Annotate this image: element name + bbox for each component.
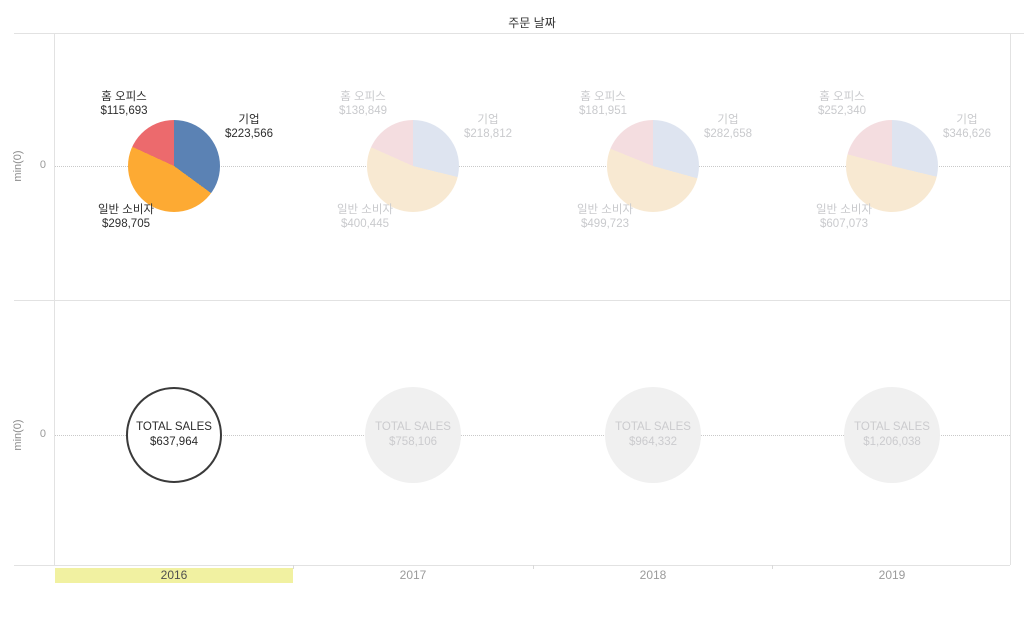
top-border xyxy=(14,33,1024,34)
left-axis-line xyxy=(54,33,55,565)
category-value: $607,073 xyxy=(820,218,868,230)
year-axis-label-2016[interactable]: 2016 xyxy=(55,568,293,583)
year-axis-label-2017[interactable]: 2017 xyxy=(399,568,427,582)
corporate-label-2016: 기업 $223,566 xyxy=(194,113,304,141)
column-tick xyxy=(533,565,534,569)
category-value: $138,849 xyxy=(339,105,387,117)
zero-gridline-row2 xyxy=(55,435,1010,436)
total-sales-circle-2019[interactable]: TOTAL SALES $1,206,038 xyxy=(844,387,940,483)
home-office-label-2019: 홈 오피스 $252,340 xyxy=(787,90,897,118)
category-value: $298,705 xyxy=(102,218,150,230)
row1-axis-label: min(0) xyxy=(12,150,24,182)
year-axis-label-2019[interactable]: 2019 xyxy=(878,568,906,582)
category-name: 기업 xyxy=(717,114,739,126)
total-sales-label: TOTAL SALES xyxy=(854,421,930,433)
total-sales-value: $758,106 xyxy=(389,436,437,448)
column-tick xyxy=(772,565,773,569)
row2-axis-label: min(0) xyxy=(12,419,24,451)
category-name: 홈 오피스 xyxy=(101,91,147,103)
row1-zero-tick: 0 xyxy=(39,159,46,171)
row2-zero-tick: 0 xyxy=(39,428,46,440)
category-name: 홈 오피스 xyxy=(340,91,386,103)
corporate-label-2018: 기업 $282,658 xyxy=(673,113,783,141)
row-divider xyxy=(14,300,1010,301)
right-border xyxy=(1010,33,1011,565)
category-name: 일반 소비자 xyxy=(97,204,155,216)
category-name: 일반 소비자 xyxy=(815,204,873,216)
home-office-label-2017: 홈 오피스 $138,849 xyxy=(308,90,418,118)
category-name: 일반 소비자 xyxy=(576,204,634,216)
category-name: 기업 xyxy=(956,114,978,126)
category-value: $499,723 xyxy=(581,218,629,230)
category-value: $181,951 xyxy=(579,105,627,117)
category-name: 기업 xyxy=(238,114,260,126)
category-name: 홈 오피스 xyxy=(580,91,626,103)
corporate-label-2019: 기업 $346,626 xyxy=(912,113,1022,141)
total-sales-label: TOTAL SALES xyxy=(375,421,451,433)
pie-chart-2017[interactable] xyxy=(367,120,459,212)
category-value: $400,445 xyxy=(341,218,389,230)
pie-chart-2016[interactable] xyxy=(128,120,220,212)
corporate-label-2017: 기업 $218,812 xyxy=(433,113,543,141)
consumer-label-2017: 일반 소비자 $400,445 xyxy=(300,203,430,231)
home-office-label-2016: 홈 오피스 $115,693 xyxy=(69,90,179,118)
pie-chart-2018[interactable] xyxy=(607,120,699,212)
category-name: 기업 xyxy=(477,114,499,126)
chart-title: 주문 날짜 xyxy=(508,16,556,30)
zero-gridline-row1 xyxy=(55,166,1010,167)
category-value: $223,566 xyxy=(225,128,273,140)
category-name: 홈 오피스 xyxy=(819,91,865,103)
consumer-label-2016: 일반 소비자 $298,705 xyxy=(61,203,191,231)
total-sales-value: $637,964 xyxy=(150,436,198,448)
total-sales-label: TOTAL SALES xyxy=(615,421,691,433)
consumer-label-2019: 일반 소비자 $607,073 xyxy=(779,203,909,231)
total-sales-circle-2018[interactable]: TOTAL SALES $964,332 xyxy=(605,387,701,483)
category-name: 일반 소비자 xyxy=(336,204,394,216)
year-axis-label-2018[interactable]: 2018 xyxy=(639,568,667,582)
total-sales-label: TOTAL SALES xyxy=(136,421,212,433)
category-value: $218,812 xyxy=(464,128,512,140)
total-sales-value: $1,206,038 xyxy=(863,436,921,448)
total-sales-value: $964,332 xyxy=(629,436,677,448)
category-value: $115,693 xyxy=(100,105,148,117)
column-tick xyxy=(293,565,294,569)
consumer-label-2018: 일반 소비자 $499,723 xyxy=(540,203,670,231)
pie-chart-2019[interactable] xyxy=(846,120,938,212)
category-value: $252,340 xyxy=(818,105,866,117)
home-office-label-2018: 홈 오피스 $181,951 xyxy=(548,90,658,118)
category-value: $346,626 xyxy=(943,128,991,140)
bottom-axis-line xyxy=(14,565,1010,566)
total-sales-circle-2016[interactable]: TOTAL SALES $637,964 xyxy=(126,387,222,483)
total-sales-circle-2017[interactable]: TOTAL SALES $758,106 xyxy=(365,387,461,483)
category-value: $282,658 xyxy=(704,128,752,140)
